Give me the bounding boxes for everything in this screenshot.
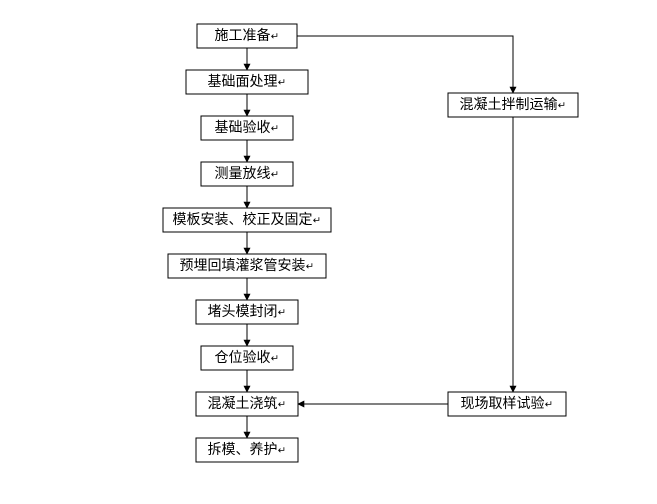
return-marker-icon: ↵ xyxy=(306,261,314,272)
return-marker-icon: ↵ xyxy=(278,399,286,410)
node-label: 基础面处理 xyxy=(208,73,278,90)
node-n5: 模板安装、校正及固定↵ xyxy=(163,208,331,232)
node-n9: 混凝土浇筑↵ xyxy=(196,392,298,416)
node-label: 模板安装、校正及固定 xyxy=(173,211,313,228)
node-label: 拆模、养护 xyxy=(208,442,278,458)
return-marker-icon: ↵ xyxy=(271,123,279,134)
flowchart-canvas: 施工准备↵基础面处理↵基础验收↵测量放线↵模板安装、校正及固定↵预埋回填灌浆管安… xyxy=(0,0,657,504)
return-marker-icon: ↵ xyxy=(271,353,279,364)
node-r1: 混凝土拌制运输↵ xyxy=(448,93,578,117)
node-label: 仓位验收 xyxy=(215,350,271,366)
return-marker-icon: ↵ xyxy=(278,77,286,88)
node-n3: 基础验收↵ xyxy=(201,116,293,140)
return-marker-icon: ↵ xyxy=(278,307,286,318)
node-n1: 施工准备↵ xyxy=(197,24,297,48)
node-label: 堵头模封闭 xyxy=(208,304,278,320)
node-n8: 仓位验收↵ xyxy=(201,346,293,370)
return-marker-icon: ↵ xyxy=(558,100,566,111)
node-label: 预埋回填灌浆管安装 xyxy=(180,258,306,274)
node-label: 混凝土拌制运输 xyxy=(460,97,558,113)
return-marker-icon: ↵ xyxy=(278,445,286,456)
node-n4: 测量放线↵ xyxy=(201,162,293,186)
node-label: 混凝土浇筑 xyxy=(208,396,278,412)
return-marker-icon: ↵ xyxy=(271,169,279,180)
node-label: 施工准备 xyxy=(215,27,271,44)
node-r2: 现场取样试验↵ xyxy=(448,392,566,416)
node-n7: 堵头模封闭↵ xyxy=(196,300,298,324)
node-n6: 预埋回填灌浆管安装↵ xyxy=(168,254,326,278)
node-label: 现场取样试验 xyxy=(461,396,545,412)
node-label: 测量放线 xyxy=(215,166,271,182)
edge-n1-r1 xyxy=(297,36,513,93)
node-n2: 基础面处理↵ xyxy=(186,70,308,94)
return-marker-icon: ↵ xyxy=(545,399,553,410)
return-marker-icon: ↵ xyxy=(271,31,279,42)
return-marker-icon: ↵ xyxy=(313,215,321,226)
node-n10: 拆模、养护↵ xyxy=(196,438,298,462)
node-label: 基础验收 xyxy=(215,119,271,136)
